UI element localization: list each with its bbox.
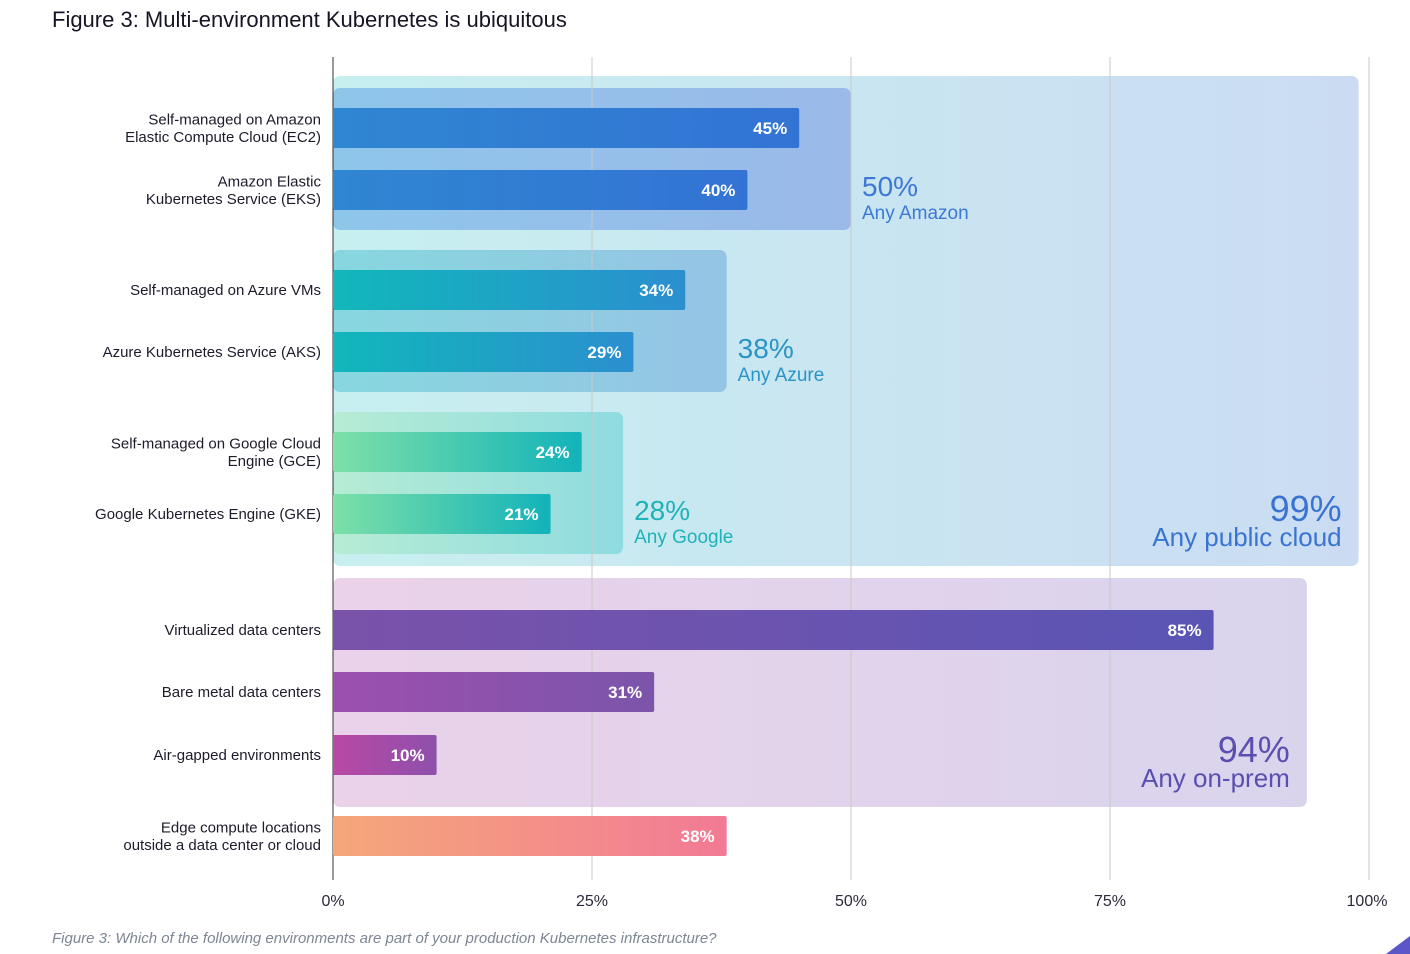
bar-air-gapped-environments xyxy=(333,735,437,775)
category-label: Self-managed on Google Cloud Engine (GCE) xyxy=(111,435,321,470)
category-label: Self-managed on Azure VMs xyxy=(130,282,321,299)
group-labels: 99%Any public cloud 50%Any Amazon 38%Any A… xyxy=(634,171,1342,793)
group-name-any-public-cloud: Any public cloud xyxy=(1152,522,1341,552)
bar-self-managed-on-amazon-elastic-compute-cloud-ec2 xyxy=(333,108,800,148)
x-tick-label: 50% xyxy=(835,893,867,910)
bar-self-managed-on-azure-vms xyxy=(333,270,686,310)
bars: 45% 40% 34% 29% 24% 21% 85% 31% 10% 38% xyxy=(333,108,1214,856)
x-tick-label: 25% xyxy=(576,893,608,910)
category-label: Bare metal data centers xyxy=(162,684,321,701)
bar-value-label: 45% xyxy=(753,119,787,138)
category-labels: Self-managed on Amazon Elastic Compute Cl… xyxy=(95,111,321,854)
x-tick-label: 75% xyxy=(1094,893,1126,910)
group-value-any-azure: 38% xyxy=(738,333,794,364)
bar-value-label: 24% xyxy=(536,443,570,462)
category-label: Self-managed on Amazon Elastic Compute Cl… xyxy=(125,111,321,146)
bar-value-label: 85% xyxy=(1168,621,1202,640)
category-label: Air-gapped environments xyxy=(153,747,321,764)
x-axis-ticks: 0% 25% 50% 75% 100% xyxy=(321,893,1387,910)
group-value-any-amazon: 50% xyxy=(862,171,918,202)
bar-azure-kubernetes-service-aks xyxy=(333,332,634,372)
group-name-any-amazon: Any Amazon xyxy=(862,203,969,224)
group-name-any-on-prem: Any on-prem xyxy=(1141,763,1290,793)
group-value-any-public-cloud: 99% xyxy=(1270,488,1342,529)
category-label: Virtualized data centers xyxy=(165,622,321,639)
group-value-any-on-prem: 94% xyxy=(1218,729,1290,770)
bar-value-label: 34% xyxy=(639,281,673,300)
group-value-any-google: 28% xyxy=(634,495,690,526)
bar-value-label: 29% xyxy=(587,343,621,362)
bar-self-managed-on-google-cloud-engine-gce xyxy=(333,432,582,472)
figure-title: Figure 3: Multi-environment Kubernetes i… xyxy=(52,7,567,32)
category-label: Google Kubernetes Engine (GKE) xyxy=(95,506,321,523)
bar-google-kubernetes-engine-gke xyxy=(333,494,551,534)
x-tick-label: 100% xyxy=(1347,893,1388,910)
category-label: Edge compute locations outside a data cen… xyxy=(123,819,321,854)
x-tick-label: 0% xyxy=(321,893,344,910)
bar-value-label: 38% xyxy=(681,827,715,846)
group-name-any-google: Any Google xyxy=(634,527,733,548)
bar-virtualized-data-centers xyxy=(333,610,1214,650)
corner-decoration xyxy=(1386,936,1410,954)
bar-edge-compute-locations-outside-a-data-center-or-cloud xyxy=(333,816,727,856)
bar-bare-metal-data-centers xyxy=(333,672,655,712)
bar-value-label: 21% xyxy=(505,505,539,524)
group-name-any-azure: Any Azure xyxy=(738,365,825,386)
bar-amazon-elastic-kubernetes-service-eks xyxy=(333,170,748,210)
bar-value-label: 40% xyxy=(701,181,735,200)
figure-caption: Figure 3: Which of the following environ… xyxy=(52,930,717,947)
category-label: Azure Kubernetes Service (AKS) xyxy=(103,344,321,361)
category-label: Amazon Elastic Kubernetes Service (EKS) xyxy=(146,173,322,208)
bar-value-label: 31% xyxy=(608,683,642,702)
bar-value-label: 10% xyxy=(391,746,425,765)
